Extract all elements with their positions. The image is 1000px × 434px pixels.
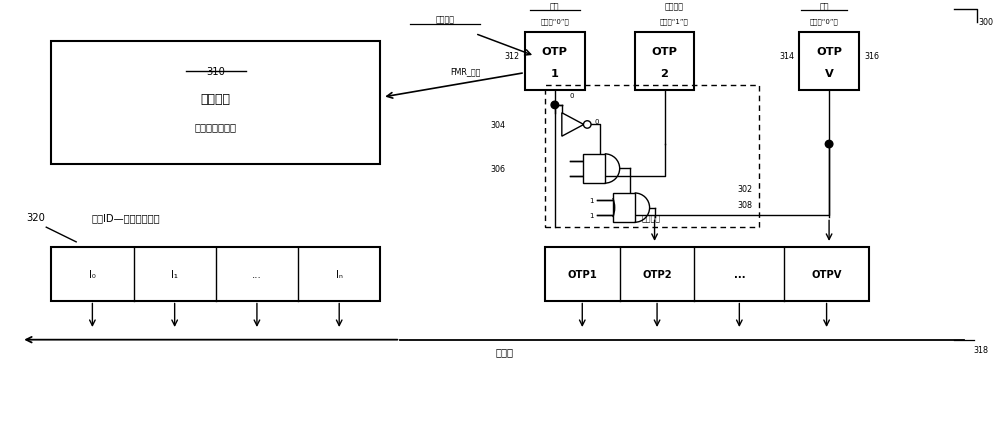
Text: （例如“1”）: （例如“1”） bbox=[660, 18, 689, 25]
Text: 读接口: 读接口 bbox=[496, 347, 514, 357]
Text: OTP: OTP bbox=[542, 47, 568, 57]
Text: 1: 1 bbox=[551, 69, 559, 79]
Text: 304: 304 bbox=[490, 121, 505, 130]
Text: FMR_启用: FMR_启用 bbox=[450, 67, 480, 76]
Text: 314: 314 bbox=[779, 53, 794, 61]
Bar bbox=[51, 247, 380, 301]
Text: 0: 0 bbox=[595, 118, 599, 124]
Circle shape bbox=[825, 141, 833, 148]
Text: 308: 308 bbox=[737, 201, 752, 210]
Bar bbox=[545, 247, 869, 301]
Text: 2: 2 bbox=[661, 69, 668, 79]
Bar bbox=[545, 86, 759, 228]
Text: OTP2: OTP2 bbox=[642, 269, 672, 279]
Text: ...: ... bbox=[734, 269, 745, 279]
Text: 320: 320 bbox=[26, 213, 45, 223]
Text: 300: 300 bbox=[979, 18, 994, 27]
Text: OTPV: OTPV bbox=[811, 269, 842, 279]
Text: （例如“0”）: （例如“0”） bbox=[540, 18, 569, 25]
Text: 310: 310 bbox=[206, 66, 225, 76]
Text: 硬件模块: 硬件模块 bbox=[201, 92, 231, 105]
Bar bbox=[51, 42, 380, 164]
Text: ...: ... bbox=[252, 269, 262, 279]
Bar bbox=[799, 33, 859, 91]
Polygon shape bbox=[562, 113, 584, 137]
Circle shape bbox=[551, 102, 559, 109]
Text: 安全电路: 安全电路 bbox=[642, 214, 661, 223]
Text: 熔断: 熔断 bbox=[819, 2, 829, 11]
Bar bbox=[635, 33, 694, 91]
Text: 1: 1 bbox=[589, 198, 594, 204]
Text: 1: 1 bbox=[589, 213, 594, 218]
Text: V: V bbox=[825, 69, 833, 79]
Text: 0: 0 bbox=[570, 93, 574, 99]
Text: OTP: OTP bbox=[652, 47, 678, 57]
Text: 306: 306 bbox=[490, 164, 505, 174]
Text: OTP: OTP bbox=[816, 47, 842, 57]
Text: 随机秘密: 随机秘密 bbox=[665, 2, 684, 11]
Text: OTP1: OTP1 bbox=[567, 269, 597, 279]
Bar bbox=[583, 155, 605, 184]
Text: I₀: I₀ bbox=[89, 269, 96, 279]
Text: 312: 312 bbox=[505, 53, 520, 61]
Bar bbox=[613, 194, 635, 223]
Text: 启用端子: 启用端子 bbox=[436, 16, 455, 25]
Circle shape bbox=[583, 122, 591, 129]
Text: 芯片ID—唯一位标识符: 芯片ID—唯一位标识符 bbox=[91, 213, 160, 223]
Text: I₁: I₁ bbox=[171, 269, 178, 279]
Text: （特征被启用）: （特征被启用） bbox=[195, 122, 237, 132]
Text: 316: 316 bbox=[864, 53, 879, 61]
Text: Iₙ: Iₙ bbox=[336, 269, 343, 279]
Text: 318: 318 bbox=[974, 345, 989, 354]
Text: （例如“0”）: （例如“0”） bbox=[810, 18, 838, 25]
Text: 302: 302 bbox=[737, 184, 752, 193]
Bar bbox=[525, 33, 585, 91]
Text: 熔断: 熔断 bbox=[550, 2, 560, 11]
